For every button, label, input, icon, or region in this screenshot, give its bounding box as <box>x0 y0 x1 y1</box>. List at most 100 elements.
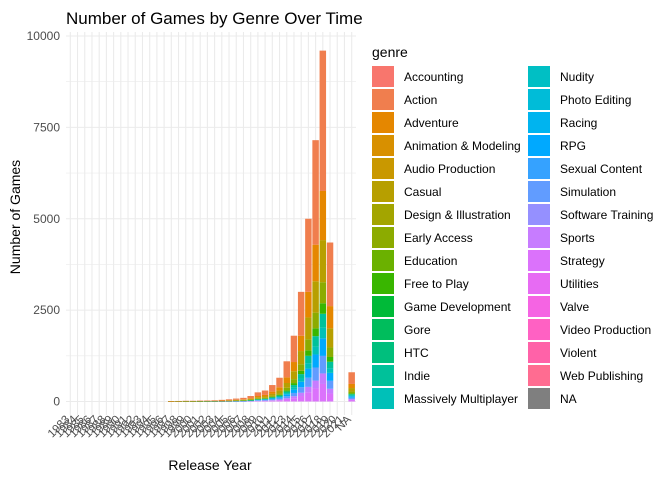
bar-segment <box>305 377 312 387</box>
bar-segment <box>247 396 254 399</box>
bar-segment <box>276 387 283 391</box>
bars <box>168 50 355 402</box>
legend-swatch <box>528 135 550 156</box>
bar-segment <box>269 400 276 402</box>
bar-segment <box>283 394 290 397</box>
bar-segment <box>290 335 298 363</box>
bar-segment <box>283 391 290 394</box>
bar-segment <box>326 361 334 369</box>
bar-segment <box>261 394 269 397</box>
bar-segment <box>290 385 298 388</box>
bar-segment <box>290 379 298 384</box>
bar-segment <box>312 244 319 282</box>
bar-segment <box>348 372 355 384</box>
bar-segment <box>290 398 298 402</box>
bar-segment <box>297 396 305 402</box>
bar-segment <box>261 400 269 402</box>
bar-segment <box>269 391 276 394</box>
plot-area <box>66 32 356 415</box>
bar-segment <box>348 400 355 402</box>
legend-swatch <box>372 66 394 87</box>
bar-segment <box>276 398 283 400</box>
legend-label: Casual <box>404 185 441 199</box>
bar-segment <box>319 383 327 402</box>
legend-label: Photo Editing <box>560 93 631 107</box>
bar-segment <box>290 392 298 397</box>
bar-segment <box>348 396 355 398</box>
legend-label: RPG <box>560 139 586 153</box>
bar-segment <box>326 380 334 389</box>
bar-segment <box>261 400 269 401</box>
legend-swatch <box>528 158 550 179</box>
bar-segment <box>312 336 319 347</box>
bar-segment <box>290 396 298 399</box>
legend-label: Massively Multiplayer <box>404 392 518 406</box>
legend-label: Adventure <box>404 116 459 130</box>
bar-segment <box>269 397 276 399</box>
bar-segment <box>276 400 283 402</box>
legend-swatch <box>528 342 550 363</box>
bar-segment <box>326 306 334 329</box>
bar-segment <box>218 399 226 401</box>
bar-segment <box>319 355 327 374</box>
y-tick-label: 0 <box>53 395 60 409</box>
bar-segment <box>269 398 276 400</box>
bar-segment <box>312 328 319 337</box>
legend-swatch <box>372 112 394 133</box>
bar-segment <box>297 374 305 379</box>
bar-segment <box>254 396 262 398</box>
legend-swatch <box>372 89 394 110</box>
bar-segment <box>319 338 327 356</box>
bar-segment <box>261 390 269 395</box>
bar-segment <box>297 387 305 393</box>
legend-label: Animation & Modeling <box>404 139 521 153</box>
legend-swatch <box>528 319 550 340</box>
y-tick-label: 5000 <box>33 212 60 226</box>
legend-swatch <box>528 181 550 202</box>
legend-swatch <box>528 296 550 317</box>
y-axis: 0 2500 5000 7500 10000 <box>27 29 61 409</box>
bar-segment <box>348 395 355 397</box>
x-axis: 1983198419851986198719881989199019911992… <box>46 413 354 440</box>
legend-swatch <box>528 227 550 248</box>
legend-label: Software Training <box>560 208 653 222</box>
bar-segment <box>348 393 355 395</box>
bar-segment <box>283 399 290 402</box>
bar-segment <box>312 388 319 402</box>
bar-segment <box>297 381 305 388</box>
legend-label: Simulation <box>560 185 616 199</box>
bar-segment <box>283 383 290 388</box>
bar-segment <box>297 291 305 336</box>
bar-segment <box>305 355 312 364</box>
y-tick-label: 7500 <box>33 120 60 134</box>
bar-segment <box>312 281 319 313</box>
legend-swatch <box>372 158 394 179</box>
legend-label: Education <box>404 254 457 268</box>
bar-segment <box>233 398 240 400</box>
bar-segment <box>326 368 334 373</box>
legend-label: Racing <box>560 116 597 130</box>
bar-segment <box>247 398 254 400</box>
legend-swatch <box>528 66 550 87</box>
legend-swatch <box>528 273 550 294</box>
legend-label: Action <box>404 93 437 107</box>
bar-segment <box>276 399 283 401</box>
legend-swatch <box>372 250 394 271</box>
legend-swatch <box>372 181 394 202</box>
bar-segment <box>276 395 283 397</box>
legend-swatch <box>372 365 394 386</box>
bar-segment <box>225 399 233 401</box>
bar-segment <box>319 240 327 283</box>
legend-label: Free to Play <box>404 277 469 291</box>
bar-segment <box>276 390 283 394</box>
legend-label: Early Access <box>404 231 473 245</box>
legend-swatch <box>372 342 394 363</box>
bar-segment <box>326 347 334 357</box>
legend-swatch <box>372 204 394 225</box>
legend-label: Video Production <box>560 323 651 337</box>
bar-segment <box>326 393 334 402</box>
legend-swatch <box>372 319 394 340</box>
bar-segment <box>283 361 290 378</box>
legend-label: Design & Illustration <box>404 208 511 222</box>
